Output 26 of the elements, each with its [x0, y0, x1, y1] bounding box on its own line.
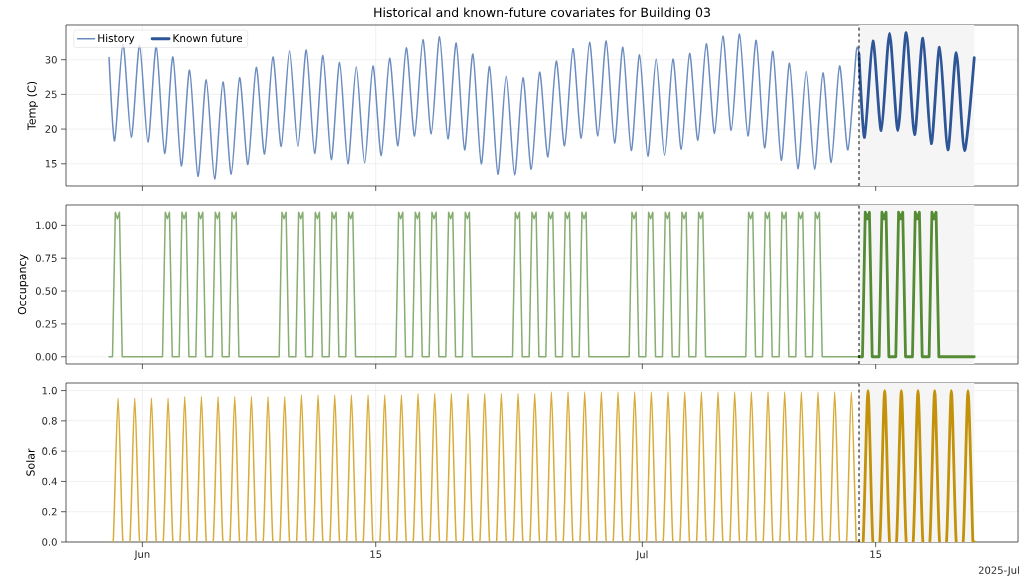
x-tick-label: Jul [635, 550, 648, 561]
y-tick-label: 15 [45, 160, 57, 168]
y-tick-label: 0.0 [42, 538, 57, 546]
legend-label: History [98, 34, 135, 45]
y-tick-label: 25 [45, 90, 57, 99]
y-tick-label: 0.75 [35, 254, 57, 262]
text: 2025-Jul [978, 566, 1019, 576]
x-tick-label: Jun [134, 550, 150, 560]
y-tick-label: 0.4 [42, 477, 57, 486]
y-tick-label: 1.0 [42, 386, 57, 395]
legend-label: Known future [173, 34, 243, 43]
x-tick-label: 15 [870, 550, 882, 558]
chart-title: Historical and known-future covariates for Building 03 [374, 7, 710, 20]
y-tick-label: 0.8 [42, 417, 57, 425]
y-axis-title: Solar [26, 448, 35, 476]
y-tick-label: 0.2 [42, 507, 57, 516]
y-tick-label: 1.00 [36, 221, 57, 230]
y-tick-label: 20 [45, 125, 57, 133]
y-axis-title: Temp (C) [27, 81, 38, 131]
y-axis-title: Occupancy [17, 254, 29, 315]
y-tick-label: 0.25 [35, 320, 57, 328]
y-tick-label: 0.00 [35, 352, 57, 361]
x-tick-label: 15 [370, 550, 382, 558]
y-tick-label: 0.6 [42, 447, 57, 455]
y-tick-label: 30 [45, 55, 57, 64]
y-tick-label: 0.50 [35, 287, 57, 295]
